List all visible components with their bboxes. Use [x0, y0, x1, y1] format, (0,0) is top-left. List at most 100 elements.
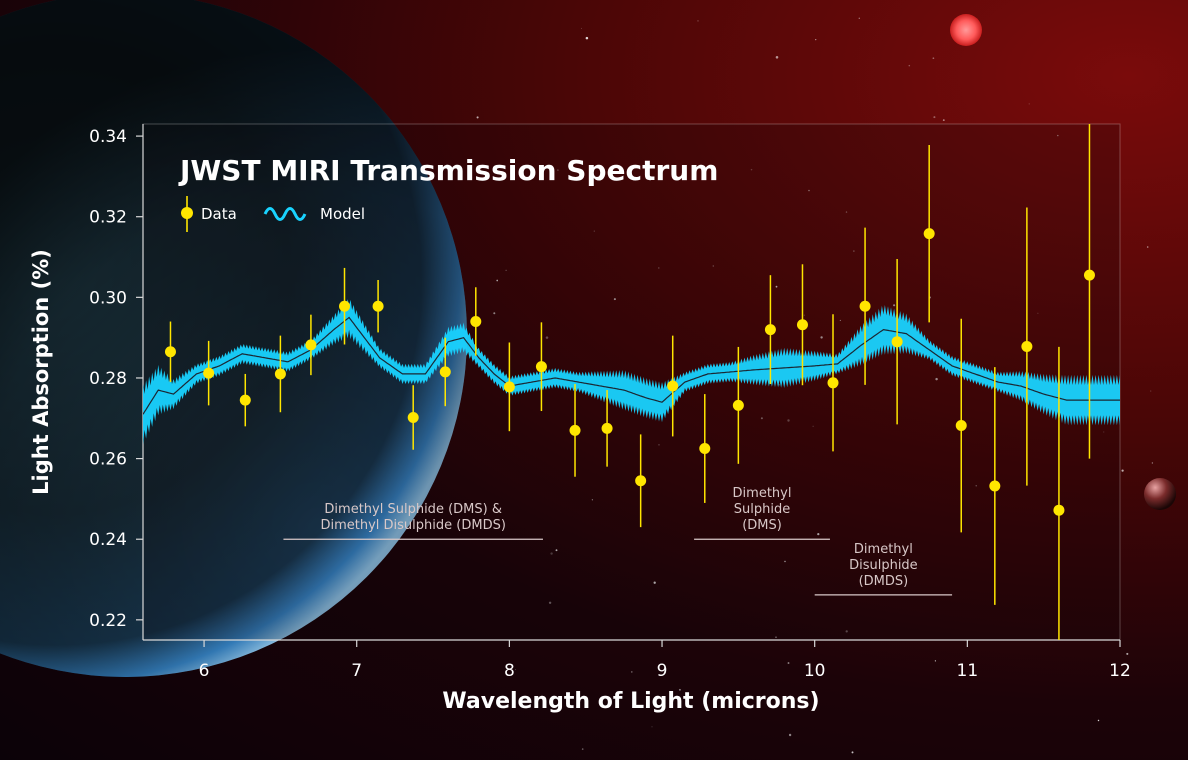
y-axis-label: Light Absorption (%) — [29, 249, 53, 495]
y-tick-label: 0.34 — [89, 127, 127, 147]
star-dot — [817, 532, 820, 536]
data-point — [274, 368, 286, 380]
star-dot — [760, 417, 763, 420]
data-point — [407, 411, 419, 423]
legend-model-label: Model — [320, 205, 365, 223]
y-tick-label: 0.30 — [89, 288, 127, 308]
data-point — [635, 475, 647, 487]
x-tick-label: 9 — [657, 661, 668, 681]
annotation-label: Sulphide — [734, 502, 790, 517]
data-points — [164, 124, 1095, 640]
star-dot — [839, 319, 841, 321]
star-dot — [845, 630, 848, 633]
star-dot — [557, 169, 559, 171]
star-dot — [750, 168, 753, 171]
small-planet-illustration — [1144, 478, 1176, 510]
data-point — [203, 367, 215, 379]
x-axis-ticks: 6 7 8 9 10 11 12 — [199, 640, 1131, 681]
star-dot — [893, 304, 896, 307]
plot-content: Dimethyl Sulphide (DMS) &Dimethyl Disulp… — [143, 124, 1120, 640]
annotation-label: Dimethyl — [854, 542, 913, 557]
star-dot — [545, 336, 549, 339]
star-dot — [845, 211, 848, 213]
annotation-label: Dimethyl Sulphide (DMS) & — [324, 502, 502, 517]
star-dot — [933, 116, 936, 119]
star-dot — [787, 419, 790, 422]
star-dot — [649, 178, 652, 181]
legend-data-marker — [181, 207, 193, 219]
star-dot — [778, 384, 780, 386]
star-dot — [712, 265, 714, 267]
x-tick-label: 7 — [351, 661, 362, 681]
star-dot — [908, 64, 911, 67]
star-dot — [505, 269, 507, 271]
star-dot — [787, 662, 790, 664]
star-dot — [1057, 134, 1059, 137]
star-dot — [1146, 246, 1149, 248]
annotation-label: Dimethyl Disulphide (DMDS) — [320, 518, 505, 533]
star-dot — [812, 425, 814, 427]
data-point — [955, 420, 967, 432]
data-point — [1021, 341, 1033, 353]
legend: Data Model — [181, 196, 365, 232]
data-point — [372, 300, 384, 312]
star-dot — [555, 549, 558, 552]
star-dot — [1121, 469, 1124, 472]
data-point — [601, 422, 613, 434]
star-dot — [515, 669, 517, 671]
data-point — [827, 377, 839, 389]
chart-title: JWST MIRI Transmission Spectrum — [178, 154, 718, 187]
star-dot — [548, 601, 552, 605]
red-star-illustration — [950, 14, 982, 46]
star-dot — [815, 38, 817, 41]
legend-data-label: Data — [201, 205, 237, 223]
star-dot — [630, 671, 633, 673]
y-tick-label: 0.22 — [89, 611, 127, 631]
star-dot — [788, 733, 792, 737]
data-point — [1053, 504, 1065, 516]
star-dot — [775, 285, 778, 288]
data-point — [439, 366, 451, 378]
x-tick-label: 8 — [504, 661, 515, 681]
data-point — [796, 319, 808, 331]
y-axis-ticks: 0.22 0.24 0.26 0.28 0.30 0.32 0.34 — [89, 127, 143, 631]
star-dot — [1151, 462, 1154, 464]
data-point — [164, 346, 176, 358]
annotation-label: Disulphide — [849, 558, 918, 573]
y-tick-label: 0.24 — [89, 530, 127, 550]
star-dot — [935, 377, 938, 381]
x-tick-label: 12 — [1109, 661, 1131, 681]
star-dot — [496, 279, 499, 282]
data-point — [305, 339, 317, 351]
star-dot — [613, 298, 616, 301]
star-dot — [678, 688, 681, 691]
star-dot — [858, 17, 860, 19]
star-dot — [581, 748, 584, 750]
star-dot — [808, 189, 810, 192]
data-point — [470, 316, 482, 328]
star-dot — [934, 660, 937, 662]
star-dot — [493, 312, 496, 315]
star-dot — [653, 581, 656, 584]
star-dot — [476, 116, 479, 119]
data-point — [923, 228, 935, 240]
star-dot — [651, 726, 653, 728]
star-dot — [697, 20, 699, 22]
star-dot — [803, 314, 805, 316]
star-dot — [975, 485, 977, 487]
planet-shadow — [0, 0, 467, 677]
star-dot — [658, 444, 660, 446]
star-dot — [550, 552, 553, 555]
data-point — [764, 324, 776, 336]
data-point — [859, 300, 871, 312]
star-dot — [1126, 652, 1129, 655]
data-point — [339, 300, 351, 312]
star-dot — [658, 267, 660, 269]
data-point — [989, 480, 1001, 492]
data-point — [239, 394, 251, 406]
y-tick-label: 0.26 — [89, 450, 127, 470]
star-dot — [580, 27, 582, 29]
star-dot — [851, 751, 854, 754]
